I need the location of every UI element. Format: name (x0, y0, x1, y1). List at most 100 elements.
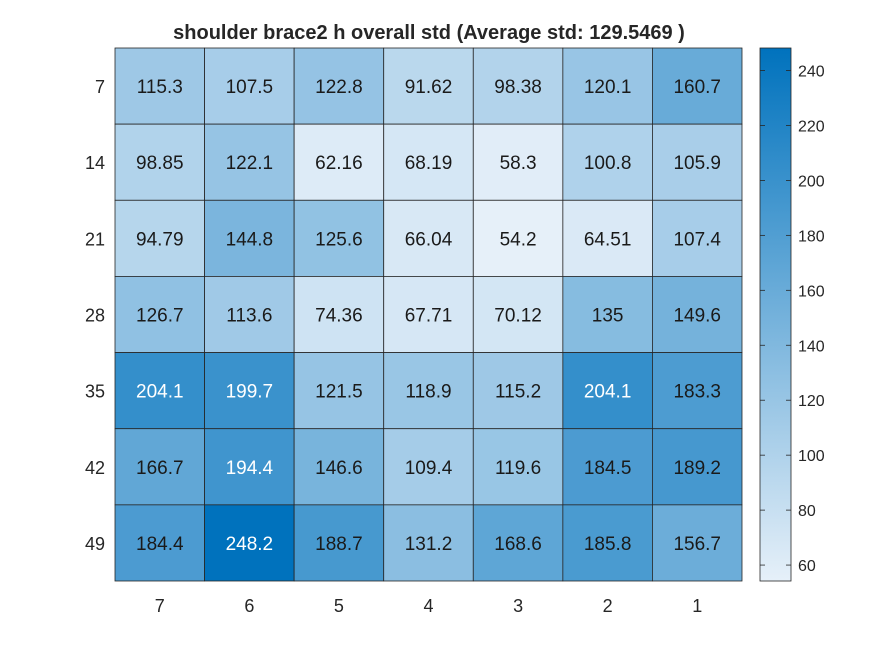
heatmap-cell (383, 428, 474, 506)
cell-value-label: 64.51 (584, 229, 632, 250)
cell-value-label: 100.8 (584, 153, 632, 174)
x-axis-tick-labels: 7 6 5 4 3 2 1 (155, 596, 702, 616)
colorbar-tick-label: 240 (798, 64, 825, 81)
cell-value-label: 149.6 (673, 306, 721, 327)
heatmap-cell (472, 428, 564, 506)
cell-value-label: 126.7 (136, 306, 184, 327)
y-tick-label: 7 (95, 77, 105, 97)
x-tick-label: 7 (155, 596, 165, 616)
cell-value-label: 67.71 (405, 306, 453, 327)
heatmap-cell (293, 123, 385, 201)
cell-value-label: 122.1 (226, 153, 274, 174)
colorbar-tick-label: 100 (798, 448, 825, 465)
cell-value-label: 118.9 (405, 382, 451, 403)
cell-value-label: 204.1 (584, 382, 632, 403)
cell-value-label: 68.19 (405, 153, 453, 174)
cell-value-label: 115.3 (137, 77, 183, 98)
heatmap-cell (204, 428, 295, 506)
y-tick-label: 14 (85, 153, 105, 173)
colorbar-tick-label: 220 (798, 118, 825, 135)
heatmap-cell (114, 123, 205, 201)
y-tick-label: 28 (85, 306, 105, 326)
y-axis-tick-labels: 7 14 21 28 35 42 49 (85, 77, 105, 554)
cell-value-label: 122.8 (315, 77, 363, 98)
heatmap-cell (114, 276, 205, 353)
cell-value-label: 70.12 (494, 306, 542, 327)
cell-value-label: 189.2 (673, 458, 721, 479)
heatmap-cell (383, 504, 474, 582)
cell-value-label: 248.2 (226, 534, 274, 555)
cell-value-label: 119.6 (495, 458, 541, 479)
heatmap-cell (293, 199, 385, 277)
colorbar-tick-label: 120 (798, 393, 825, 410)
cell-value-label: 109.4 (405, 458, 453, 479)
heatmap-cell (293, 504, 385, 582)
x-tick-label: 4 (423, 596, 433, 616)
heatmap-cells: 115.3 107.5 122.8 91.62 98.38 120.1 160.7 98.85… (114, 47, 743, 582)
cell-value-label: 204.1 (136, 382, 184, 403)
heatmap-cell (652, 123, 743, 201)
heatmap-cell (472, 47, 564, 125)
heatmap-cell (383, 47, 474, 125)
heatmap-cell (562, 504, 653, 582)
cell-value-label: 160.7 (673, 77, 721, 98)
colorbar-scale (759, 47, 792, 582)
heatmap-cell (114, 352, 205, 430)
cell-value-label: 185.8 (584, 534, 632, 555)
colorbar-tick-label: 80 (798, 503, 816, 520)
cell-value-label: 113.6 (226, 306, 272, 327)
heatmap-cell (293, 428, 385, 506)
x-tick-label: 6 (244, 596, 254, 616)
heatmap-cell (204, 276, 295, 353)
heatmap-cell (114, 199, 205, 277)
y-tick-label: 49 (85, 534, 105, 554)
cell-value-label: 74.36 (315, 306, 363, 327)
heatmap-cell (652, 352, 743, 430)
heatmap-cell (114, 504, 205, 582)
x-tick-label: 5 (334, 596, 344, 616)
cell-value-label: 107.4 (673, 229, 721, 250)
colorbar-tick-label: 60 (798, 558, 816, 575)
cell-value-label: 58.3 (500, 153, 537, 174)
cell-value-label: 131.2 (405, 534, 453, 555)
colorbar: 60 80 100 120 140 160 180 200 220 240 (759, 47, 825, 582)
x-tick-label: 1 (692, 596, 702, 616)
heatmap-cell (383, 276, 474, 353)
chart-title: shoulder brace2 h overall std (Average s… (173, 22, 685, 44)
cell-value-label: 199.7 (226, 382, 274, 403)
heatmap-cell (652, 428, 743, 506)
cell-value-label: 115.2 (495, 382, 541, 403)
cell-value-label: 166.7 (136, 458, 184, 479)
cell-value-label: 94.79 (136, 229, 184, 250)
cell-value-label: 125.6 (315, 229, 363, 250)
cell-value-label: 98.85 (136, 153, 184, 174)
cell-value-label: 62.16 (315, 153, 363, 174)
cell-value-label: 121.5 (315, 382, 363, 403)
heatmap-cell (383, 199, 474, 277)
heatmap-cell (204, 47, 295, 125)
heatmap-cell (114, 47, 205, 125)
cell-value-label: 66.04 (405, 229, 453, 250)
heatmap-cell (204, 199, 295, 277)
x-tick-label: 3 (513, 596, 523, 616)
y-tick-label: 35 (85, 382, 105, 402)
cell-value-label: 194.4 (226, 458, 274, 479)
cell-value-label: 107.5 (226, 77, 274, 98)
cell-value-label: 98.38 (494, 77, 542, 98)
cell-value-label: 91.62 (405, 77, 453, 98)
heatmap-cell (652, 199, 743, 277)
x-tick-label: 2 (603, 596, 613, 616)
colorbar-tick-label: 140 (798, 338, 825, 355)
cell-value-label: 188.7 (315, 534, 363, 555)
cell-value-label: 156.7 (673, 534, 721, 555)
cell-value-label: 183.3 (673, 382, 721, 403)
heatmap-cell (472, 199, 564, 277)
cell-value-label: 105.9 (673, 153, 721, 174)
cell-value-label: 144.8 (226, 229, 274, 250)
y-tick-label: 42 (85, 458, 105, 478)
heatmap-cell (562, 123, 653, 201)
heatmap-cell (562, 47, 653, 125)
heatmap-cell (652, 504, 743, 582)
cell-value-label: 54.2 (500, 229, 537, 250)
cell-value-label: 184.5 (584, 458, 632, 479)
